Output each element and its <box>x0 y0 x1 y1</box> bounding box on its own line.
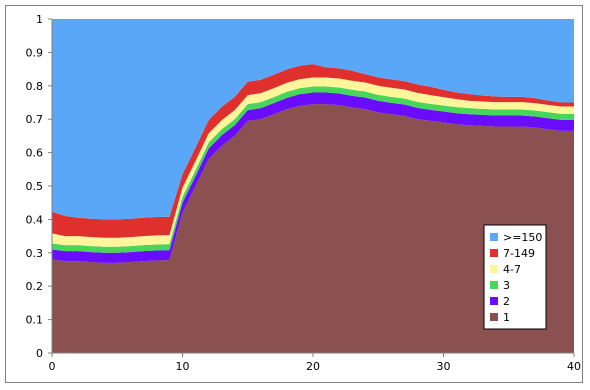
y-tick-label: 0.9 <box>26 46 44 59</box>
legend-swatch <box>490 281 498 289</box>
legend-swatch <box>490 265 498 273</box>
y-tick-label: 0.7 <box>26 113 44 126</box>
x-tick-label: 10 <box>176 360 190 373</box>
y-tick-label: 0.3 <box>26 247 44 260</box>
y-tick-label: 0.8 <box>26 80 44 93</box>
legend-swatch <box>490 233 498 241</box>
y-tick-label: 0.4 <box>26 213 44 226</box>
area-series-5 <box>52 19 574 220</box>
legend-label: 4-7 <box>503 263 521 276</box>
legend: >=150 7-149 4-7 3 2 1 <box>483 224 547 330</box>
y-tick-label: 0.1 <box>26 314 44 327</box>
legend-label: 2 <box>503 295 510 308</box>
x-tick-label: 0 <box>49 360 56 373</box>
legend-label: 3 <box>503 279 510 292</box>
y-tick-label: 0.5 <box>26 180 44 193</box>
area-series-0 <box>52 104 574 353</box>
x-tick-label: 20 <box>306 360 320 373</box>
legend-label: 1 <box>503 311 510 324</box>
legend-swatch <box>490 313 498 321</box>
y-tick-label: 0.6 <box>26 147 44 160</box>
y-tick-label: 0 <box>36 347 43 360</box>
x-tick-label: 40 <box>567 360 581 373</box>
legend-box <box>483 224 547 330</box>
area-series-4 <box>52 64 574 238</box>
y-tick-label: 1 <box>36 13 43 26</box>
x-tick-label: 30 <box>437 360 451 373</box>
legend-label: >=150 <box>503 231 542 244</box>
legend-swatch <box>490 249 498 257</box>
legend-label: 7-149 <box>503 247 535 260</box>
y-tick-label: 0.2 <box>26 280 44 293</box>
stacked-area-chart: 00.10.20.30.40.50.60.70.80.910 10 20 30 40>=… <box>26 13 582 373</box>
chart-frame: 0 0.1 0.2 0.3 0.4 0.5 0.6 0.7 0.8 0.9 1 0 10 20 30 40 >=… <box>5 5 583 383</box>
legend-swatch <box>490 297 498 305</box>
